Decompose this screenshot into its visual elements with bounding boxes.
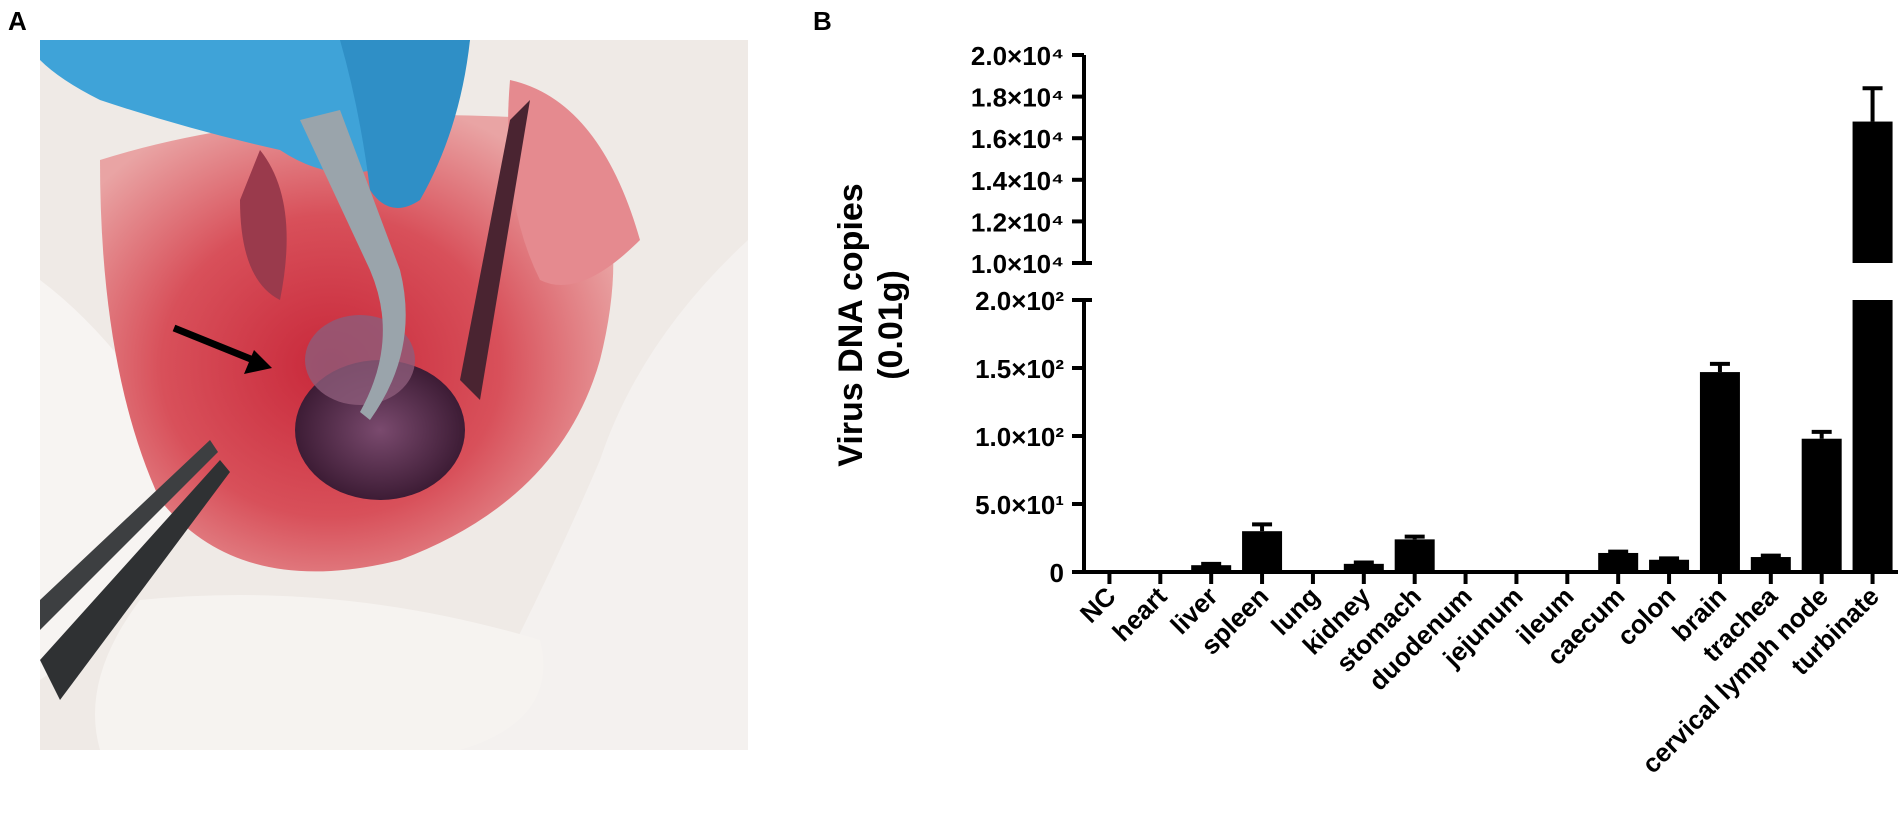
bar-turbinate-lower <box>1852 300 1893 572</box>
y-tick-label-lower: 1.0×10² <box>975 422 1064 452</box>
y-axis-title: Virus DNA copies <box>832 183 870 466</box>
arrow-pointer-icon <box>172 324 272 374</box>
bar-spleen <box>1242 531 1283 572</box>
bar-stomach <box>1394 539 1435 572</box>
chart-axes <box>1072 53 1898 584</box>
y-tick-label-upper: 1.0×10⁴ <box>971 249 1064 279</box>
panel-label-a: A <box>8 6 27 36</box>
bar-kidney <box>1343 563 1384 572</box>
y-tick-label-upper: 1.6×10⁴ <box>971 124 1064 154</box>
bar-liver <box>1191 565 1232 572</box>
chart-bars <box>1191 86 1893 572</box>
y-tick-label-upper: 1.8×10⁴ <box>971 83 1064 113</box>
panel-label-b: B <box>813 6 832 36</box>
y-axis-title-unit: (0.01g) <box>872 270 910 380</box>
bar-caecum <box>1598 552 1639 572</box>
y-tick-label-lower: 2.0×10² <box>975 286 1064 316</box>
y-tick-label-upper: 2.0×10⁴ <box>971 41 1064 71</box>
x-tick-label: heart <box>1106 581 1172 647</box>
y-tick-label-lower: 5.0×10¹ <box>975 490 1064 520</box>
bar-turbinate-upper <box>1852 121 1893 263</box>
x-tick-label: colon <box>1611 581 1681 651</box>
y-tick-label-upper: 1.2×10⁴ <box>971 207 1064 237</box>
bar-cervical-lymph-node <box>1801 438 1842 572</box>
dissection-photo <box>40 40 748 750</box>
bar-trachea <box>1750 557 1791 572</box>
dissection-photo-illustration <box>40 40 748 750</box>
bar-colon <box>1649 559 1690 572</box>
y-tick-label-lower: 0 <box>1050 558 1064 588</box>
y-tick-label-lower: 1.5×10² <box>975 354 1064 384</box>
bar-brain <box>1699 372 1740 572</box>
y-tick-label-upper: 1.4×10⁴ <box>971 166 1064 196</box>
